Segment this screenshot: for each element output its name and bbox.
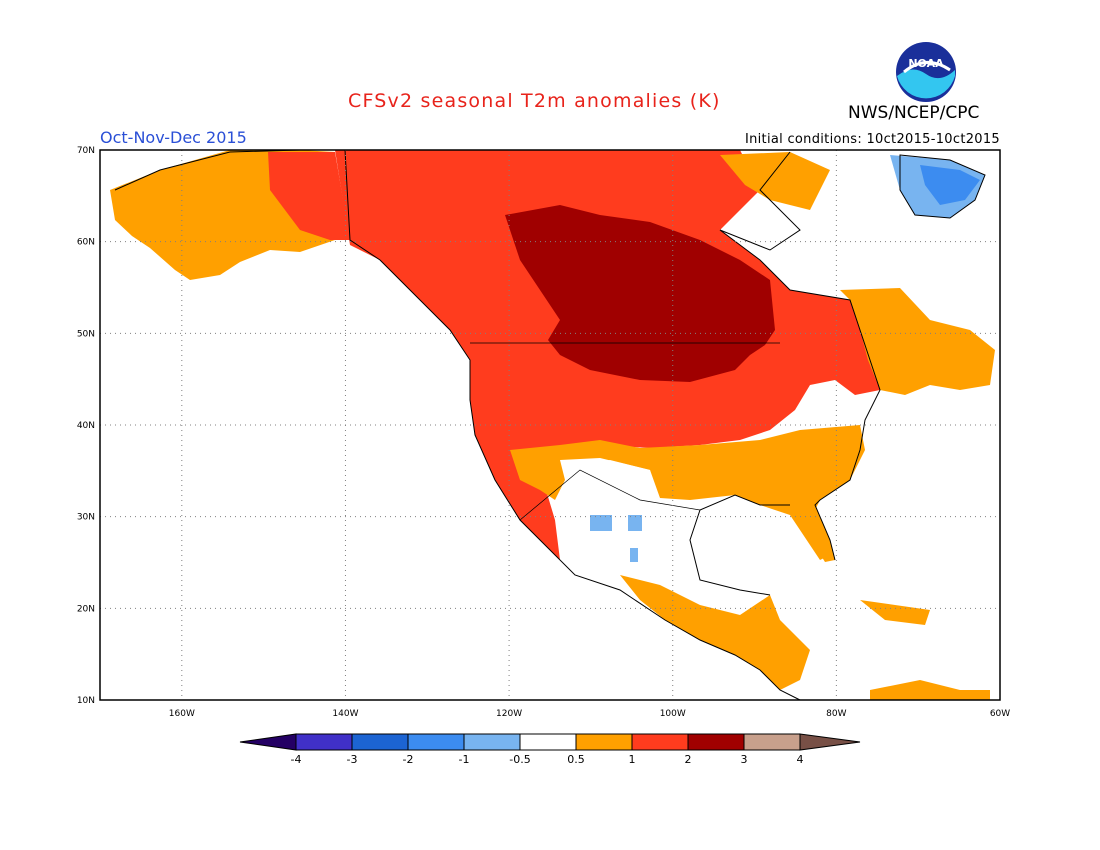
region-greenland-colder	[920, 165, 980, 205]
region-central-america	[620, 575, 810, 690]
svg-text:NOAA: NOAA	[908, 57, 944, 70]
colorbar-segment	[687, 733, 745, 751]
x-tick-label: 140W	[332, 709, 358, 719]
colorbar-segment	[351, 733, 409, 751]
region-florida	[790, 505, 835, 562]
colorbar-arrow-low	[239, 733, 297, 751]
x-tick-label: 120W	[496, 709, 522, 719]
colorbar-segment	[295, 733, 353, 751]
colorbar-level-label: -4	[291, 753, 302, 766]
colorbar-segment	[575, 733, 633, 751]
y-tick-label: 10N	[77, 696, 95, 706]
colorbar-level-label: -1	[459, 753, 470, 766]
season-label: Oct-Nov-Dec 2015	[100, 128, 247, 147]
colorbar-segment	[407, 733, 465, 751]
region-yukon	[268, 152, 350, 240]
colorbar-level-label: 3	[741, 753, 748, 766]
colorbar-arrow-high	[799, 733, 861, 751]
y-tick-label: 70N	[77, 146, 95, 156]
region-central-dark-red	[505, 205, 775, 382]
chart-title: CFSv2 seasonal T2m anomalies (K)	[348, 90, 721, 112]
region-mexico-cold-2	[628, 515, 642, 531]
region-mexico-cold-3	[630, 548, 638, 562]
y-tick-label: 60N	[77, 238, 95, 248]
colorbar-segment	[519, 733, 577, 751]
x-tick-label: 60W	[990, 709, 1010, 719]
region-mexico-neutral	[585, 500, 700, 580]
colorbar-segment	[743, 733, 801, 751]
colorbar-segment	[631, 733, 689, 751]
colorbar-level-label: 4	[797, 753, 804, 766]
lat-lon-grid	[100, 150, 1000, 700]
colorbar-level-label: -3	[347, 753, 358, 766]
region-arctic-orange	[720, 152, 830, 210]
borders	[470, 342, 780, 521]
map-frame	[99, 149, 1001, 701]
region-desert-southwest	[560, 458, 655, 505]
colorbar-segment	[463, 733, 521, 751]
region-mexico-cold-1	[590, 515, 612, 531]
colorbar-level-label: -2	[403, 753, 414, 766]
colorbar-level-label: 1	[629, 753, 636, 766]
initial-conditions-label: Initial conditions: 10ct2015-10ct2015	[744, 132, 1000, 147]
colorbar-level-label: 2	[685, 753, 692, 766]
region-caribbean	[860, 600, 930, 625]
x-tick-label: 80W	[826, 709, 846, 719]
y-tick-label: 50N	[77, 329, 95, 339]
anomaly-fields	[110, 150, 995, 700]
x-tick-label: 100W	[660, 709, 686, 719]
longitude-ticks: 160W 140W 120W 100W 80W 60W	[169, 709, 1010, 719]
latitude-ticks: 10N 20N 30N 40N 50N 60N 70N	[77, 146, 95, 706]
agency-label: NWS/NCEP/CPC	[848, 103, 980, 123]
region-south-america	[870, 680, 990, 700]
colorbar-level-label: -0.5	[509, 753, 530, 766]
x-tick-label: 160W	[169, 709, 195, 719]
colorbar: -4 -3 -2 -1 -0.5 0.5 1 2 3 4	[239, 733, 861, 766]
noaa-logo: NOAA	[896, 42, 956, 102]
y-tick-label: 40N	[77, 421, 95, 431]
colorbar-level-label: 0.5	[567, 753, 585, 766]
region-east-canada	[840, 288, 995, 395]
y-tick-label: 20N	[77, 604, 95, 614]
y-tick-label: 30N	[77, 513, 95, 523]
